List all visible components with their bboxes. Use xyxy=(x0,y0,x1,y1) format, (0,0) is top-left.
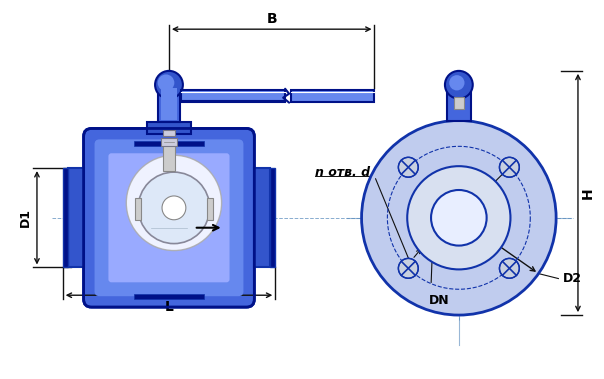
Text: D2: D2 xyxy=(564,272,582,285)
Bar xyxy=(134,294,204,299)
Bar xyxy=(163,141,175,171)
Text: L: L xyxy=(164,300,173,314)
Text: DN: DN xyxy=(429,294,449,307)
Bar xyxy=(207,198,213,220)
Bar xyxy=(270,168,275,268)
Circle shape xyxy=(155,71,183,99)
FancyBboxPatch shape xyxy=(83,128,254,307)
Bar xyxy=(147,122,191,135)
Circle shape xyxy=(126,155,222,251)
Bar xyxy=(158,85,180,122)
Bar xyxy=(254,168,270,268)
Bar xyxy=(291,90,374,102)
Bar xyxy=(447,93,471,121)
Circle shape xyxy=(449,75,464,91)
Bar xyxy=(135,198,141,220)
Bar xyxy=(134,141,204,146)
Circle shape xyxy=(445,71,473,99)
Bar xyxy=(63,168,68,268)
Text: H: H xyxy=(581,187,595,199)
Text: B: B xyxy=(266,12,277,26)
FancyBboxPatch shape xyxy=(109,153,230,282)
Text: D1: D1 xyxy=(19,208,31,227)
Bar xyxy=(161,138,177,146)
Circle shape xyxy=(138,172,210,244)
Circle shape xyxy=(158,74,175,91)
Bar xyxy=(181,90,285,102)
Bar xyxy=(163,130,175,136)
Bar xyxy=(161,88,177,119)
Text: n отв. d: n отв. d xyxy=(315,166,370,179)
Circle shape xyxy=(399,157,418,177)
Circle shape xyxy=(500,258,519,278)
Circle shape xyxy=(162,196,186,220)
Bar xyxy=(454,97,464,109)
Circle shape xyxy=(500,157,519,177)
Circle shape xyxy=(431,190,487,246)
FancyBboxPatch shape xyxy=(95,139,243,296)
Circle shape xyxy=(399,258,418,278)
Circle shape xyxy=(362,121,556,315)
Bar xyxy=(68,168,83,268)
Circle shape xyxy=(407,166,510,269)
